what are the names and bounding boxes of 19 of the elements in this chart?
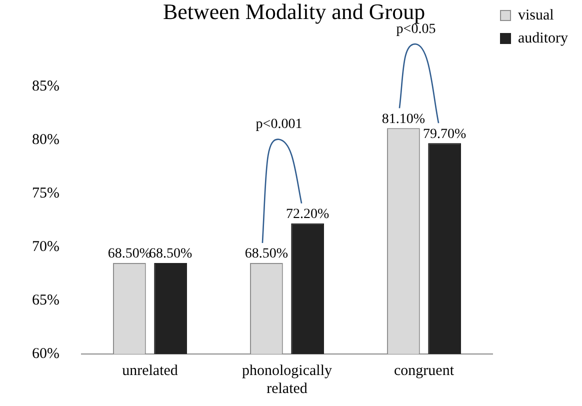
legend-label: auditory (518, 30, 568, 46)
x-tick-label: unrelated (122, 362, 178, 379)
y-tick-label: 75% (32, 185, 60, 202)
x-tick-label: phonologically related (242, 362, 332, 397)
y-tick-label: 60% (32, 346, 60, 362)
data-label: 68.50% (108, 246, 152, 262)
data-label: 68.50% (148, 246, 192, 262)
legend-label: visual (518, 7, 554, 24)
data-label: 68.50% (244, 246, 288, 262)
y-tick-label: 65% (32, 292, 60, 308)
data-label: 72.20% (286, 207, 330, 222)
chart-title: Between Modality and Group (162, 0, 426, 24)
y-tick-label: 70% (32, 238, 60, 255)
annotation: p<0.001 (256, 117, 302, 132)
x-tick-label: congruent (394, 362, 455, 379)
y-tick-label: 80% (32, 132, 60, 148)
data-label: 81.10% (382, 112, 426, 127)
y-tick-label: 85% (32, 78, 60, 94)
data-label: 79.70% (422, 126, 466, 142)
